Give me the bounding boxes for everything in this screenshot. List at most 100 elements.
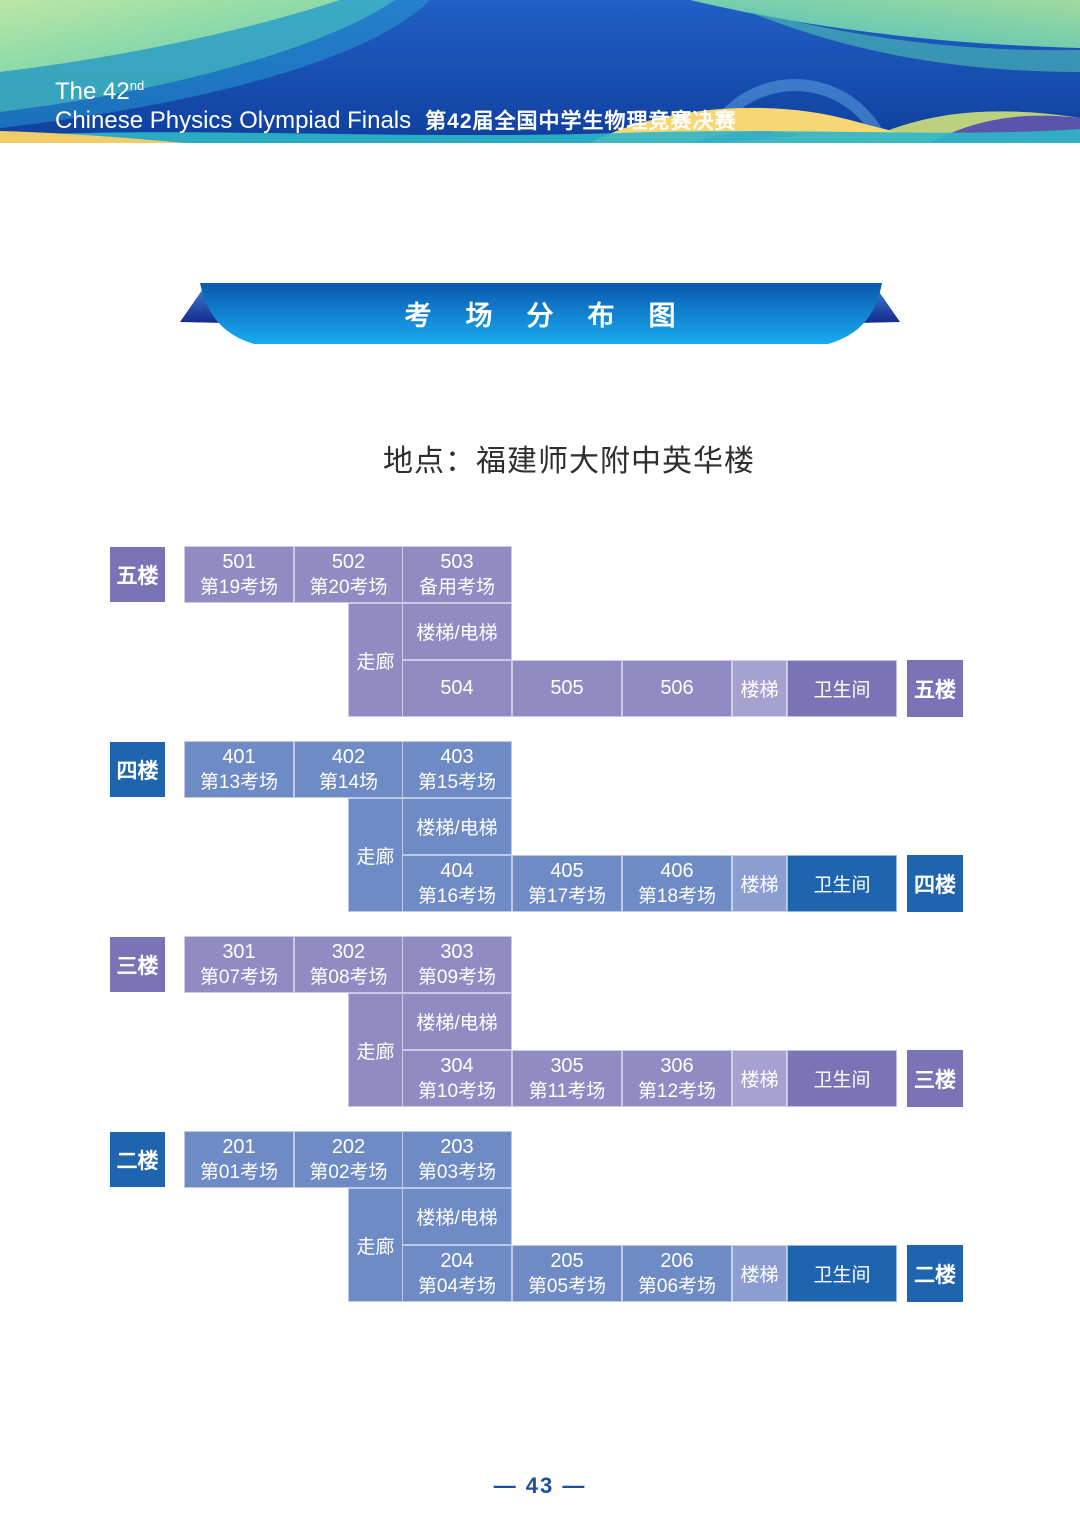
room-label: 第20考场 — [309, 576, 388, 598]
floor-label-right: 五楼 — [907, 660, 963, 717]
room-cell: 301 第07考场 — [184, 936, 294, 993]
room-cell: 505 — [512, 660, 622, 717]
room-number: 206 — [660, 1249, 694, 1272]
header-banner: The 42nd Chinese Physics Olympiad Finals… — [0, 0, 1080, 143]
room-label: 第11考场 — [528, 1080, 606, 1102]
room-number: 502 — [331, 550, 366, 573]
room-label: 第16考场 — [417, 885, 497, 907]
room-label: 第13考场 — [199, 771, 279, 793]
room-number: 402 — [331, 745, 366, 768]
stairs-elevator-cell: 楼梯/电梯 — [402, 993, 512, 1050]
room-number: 204 — [440, 1249, 474, 1272]
floor-label-left: 五楼 — [110, 547, 165, 602]
room-cell: 404 第16考场 — [402, 855, 512, 912]
room-label: 第01考场 — [199, 1161, 279, 1183]
room-number: 302 — [331, 940, 366, 963]
floor-label-right: 二楼 — [907, 1245, 963, 1302]
room-cell: 204 第04考场 — [402, 1245, 512, 1302]
floor-label-right: 四楼 — [907, 855, 963, 912]
room-number: 303 — [440, 940, 474, 963]
room-cell: 402 第14场 — [294, 741, 403, 798]
room-cell: 205 第05考场 — [512, 1245, 622, 1302]
ribbon-shape — [180, 283, 900, 344]
room-cell: 203 第03考场 — [402, 1131, 512, 1188]
room-label: 第02考场 — [309, 1161, 388, 1183]
corridor-cell: 走廊 — [348, 798, 403, 912]
room-label: 第14场 — [318, 771, 379, 793]
room-cell: 405 第17考场 — [512, 855, 622, 912]
header-title-en: Chinese Physics Olympiad Finals — [55, 107, 412, 134]
edition-line: The 42nd — [55, 72, 737, 106]
room-number: 301 — [222, 940, 256, 963]
floor-block-2f: 二楼 201 第01考场 202 第02考场 203 第03考场 走廊 楼梯/电… — [0, 1131, 1080, 1302]
room-number: 504 — [440, 677, 474, 699]
room-label: 第04考场 — [417, 1275, 497, 1297]
page-number: — 43 — — [493, 1473, 587, 1498]
room-label: 第10考场 — [417, 1080, 497, 1102]
room-cell: 506 — [622, 660, 732, 717]
room-number: 203 — [440, 1135, 474, 1158]
stairs-cell: 楼梯 — [732, 855, 787, 912]
room-label: 第05考场 — [527, 1275, 607, 1297]
room-label: 第18考场 — [637, 885, 717, 907]
room-label: 第12考场 — [637, 1080, 717, 1102]
room-cell: 403 第15考场 — [402, 741, 512, 798]
room-cell: 303 第09考场 — [402, 936, 512, 993]
room-number: 202 — [331, 1135, 366, 1158]
room-label: 第17考场 — [527, 885, 607, 907]
header-decor-waves — [0, 0, 1080, 143]
room-cell: 504 — [402, 660, 512, 717]
room-cell: 302 第08考场 — [294, 936, 403, 993]
floor-label-left: 三楼 — [110, 937, 165, 992]
floor-label-left: 二楼 — [110, 1132, 165, 1187]
floor-label-right: 三楼 — [907, 1050, 963, 1107]
room-label: 第03考场 — [417, 1161, 497, 1183]
floor-block-5f: 五楼 501 第19考场 502 第20考场 503 备用考场 走廊 楼梯/电梯… — [0, 546, 1080, 717]
room-label: 第09考场 — [417, 966, 497, 988]
stairs-cell: 楼梯 — [732, 660, 787, 717]
room-cell: 202 第02考场 — [294, 1131, 403, 1188]
restroom-cell: 卫生间 — [787, 855, 897, 912]
floor-label-left: 四楼 — [110, 742, 165, 797]
room-cell: 201 第01考场 — [184, 1131, 294, 1188]
stairs-elevator-cell: 楼梯/电梯 — [402, 798, 512, 855]
room-label: 第19考场 — [199, 576, 279, 598]
room-number: 401 — [222, 745, 256, 768]
room-label: 第08考场 — [309, 966, 388, 988]
stairs-elevator-cell: 楼梯/电梯 — [402, 603, 512, 660]
room-number: 406 — [660, 859, 694, 882]
stairs-cell: 楼梯 — [732, 1245, 787, 1302]
room-number: 305 — [550, 1054, 584, 1077]
restroom-cell: 卫生间 — [787, 1050, 897, 1107]
room-number: 306 — [660, 1054, 694, 1077]
corridor-cell: 走廊 — [348, 603, 403, 717]
floor-block-3f: 三楼 301 第07考场 302 第08考场 303 第09考场 走廊 楼梯/电… — [0, 936, 1080, 1107]
room-cell: 501 第19考场 — [184, 546, 294, 603]
corridor-cell: 走廊 — [348, 993, 403, 1107]
room-cell: 306 第12考场 — [622, 1050, 732, 1107]
location-line: 地点：福建师大附中英华楼 — [383, 445, 755, 478]
section-title: 考场分布图 — [404, 301, 710, 331]
room-cell: 206 第06考场 — [622, 1245, 732, 1302]
restroom-cell: 卫生间 — [787, 1245, 897, 1302]
edition-superscript: nd — [129, 78, 145, 93]
stairs-elevator-cell: 楼梯/电梯 — [402, 1188, 512, 1245]
room-cell: 406 第18考场 — [622, 855, 732, 912]
header-text: The 42nd Chinese Physics Olympiad Finals… — [55, 72, 737, 137]
room-number: 503 — [440, 550, 474, 573]
room-number: 405 — [550, 859, 584, 882]
room-cell: 401 第13考场 — [184, 741, 294, 798]
room-cell: 305 第11考场 — [512, 1050, 622, 1107]
room-number: 501 — [222, 550, 256, 573]
room-number: 404 — [440, 859, 474, 882]
room-cell: 502 第20考场 — [294, 546, 403, 603]
header-title-zh: 第42届全国中学生物理竞赛决赛 — [425, 110, 737, 133]
room-cell: 503 备用考场 — [402, 546, 512, 603]
room-number: 403 — [440, 745, 474, 768]
room-label: 第15考场 — [417, 771, 497, 793]
room-number: 506 — [660, 677, 694, 699]
section-ribbon: 考场分布图 — [180, 282, 900, 345]
room-number: 304 — [440, 1054, 474, 1077]
floor-block-4f: 四楼 401 第13考场 402 第14场 403 第15考场 走廊 楼梯/电梯… — [0, 741, 1080, 912]
